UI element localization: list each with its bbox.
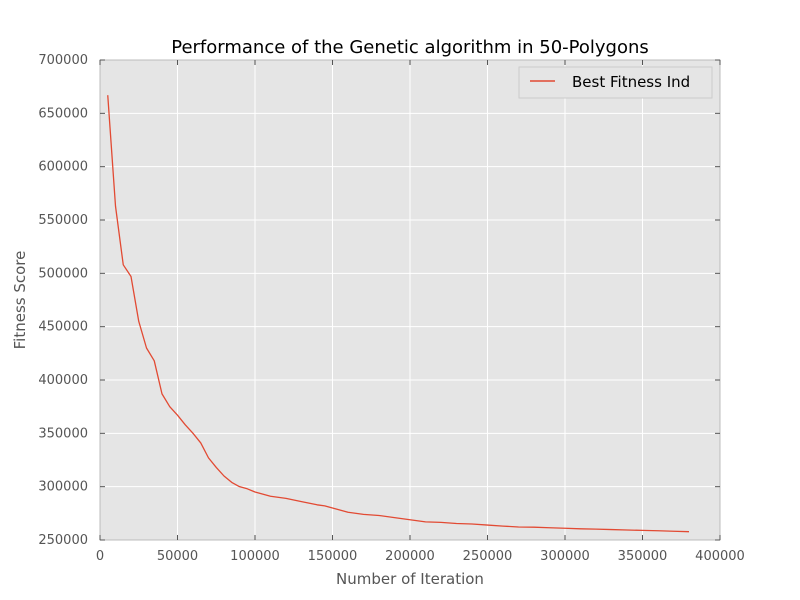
ticks bbox=[99, 59, 721, 541]
y-tick-label: 500000 bbox=[38, 266, 88, 281]
series-line-best-fitness-ind bbox=[107, 95, 690, 533]
x-tick-label: 300000 bbox=[540, 549, 590, 564]
y-tick-label: 550000 bbox=[38, 213, 88, 228]
legend-box bbox=[518, 66, 713, 99]
y-tick-label: 600000 bbox=[38, 160, 88, 175]
x-tick-label: 400000 bbox=[695, 549, 745, 564]
y-tick-label: 250000 bbox=[38, 533, 88, 548]
x-tick-label: 200000 bbox=[385, 549, 435, 564]
y-tick-label: 700000 bbox=[38, 53, 88, 68]
series-layer bbox=[107, 95, 690, 533]
tick-labels: 0 50000 100000 150000 200000 250000 300000 3500… bbox=[38, 53, 744, 564]
y-tick-label: 650000 bbox=[38, 106, 88, 121]
chart-title: Performance of the Genetic algorithm in … bbox=[171, 37, 649, 58]
y-tick-label: 300000 bbox=[38, 480, 88, 495]
y-tick-label: 400000 bbox=[38, 373, 88, 388]
legend: Best Fitness Ind bbox=[518, 66, 713, 99]
legend-label: Best Fitness Ind bbox=[572, 73, 690, 91]
x-tick-label: 350000 bbox=[618, 549, 668, 564]
x-axis-title: Number of Iteration bbox=[336, 570, 484, 588]
y-axis-title: Fitness Score bbox=[11, 251, 29, 350]
x-tick-label: 0 bbox=[96, 549, 104, 564]
y-tick-label: 450000 bbox=[38, 320, 88, 335]
y-tick-label: 350000 bbox=[38, 426, 88, 441]
x-tick-label: 100000 bbox=[230, 549, 280, 564]
x-tick-label: 50000 bbox=[157, 549, 198, 564]
x-tick-label: 250000 bbox=[463, 549, 513, 564]
x-tick-label: 150000 bbox=[308, 549, 358, 564]
